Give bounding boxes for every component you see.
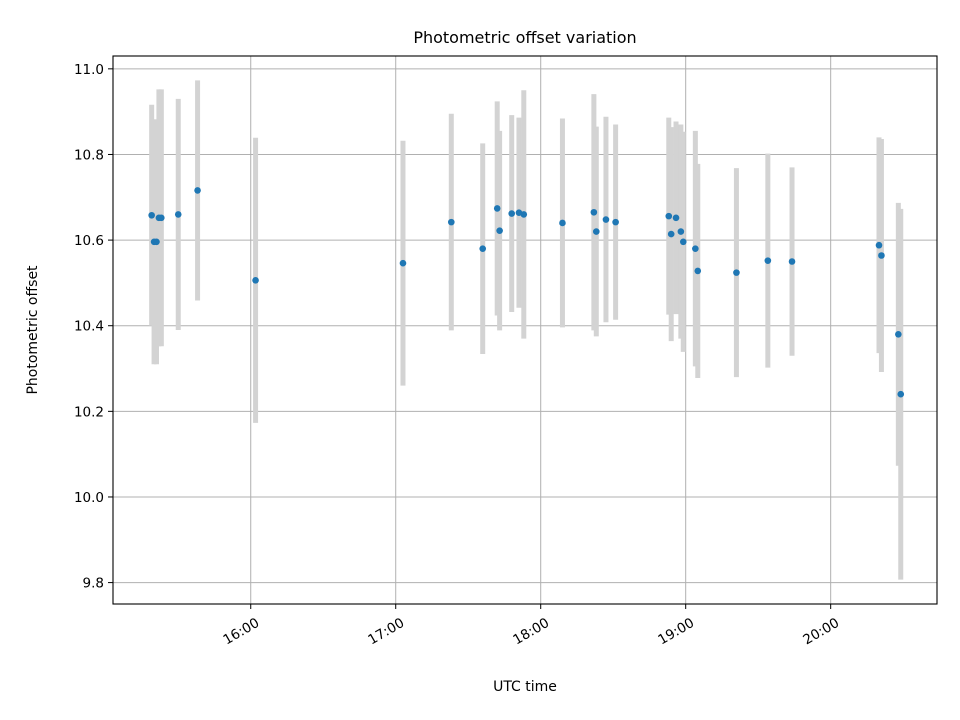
data-point bbox=[895, 330, 902, 338]
data-point bbox=[508, 210, 516, 217]
data-point bbox=[252, 277, 259, 284]
data-point bbox=[496, 227, 503, 234]
y-tick-label: 11.0 bbox=[74, 62, 104, 78]
data-point bbox=[694, 267, 702, 275]
data-point bbox=[677, 228, 685, 235]
y-tick-label: 10.8 bbox=[74, 147, 104, 163]
data-point bbox=[174, 211, 182, 218]
y-tick-label: 10.2 bbox=[74, 404, 104, 420]
data-point bbox=[153, 238, 160, 246]
data-point bbox=[194, 187, 201, 194]
x-axis-label: UTC time bbox=[493, 679, 557, 695]
data-point bbox=[733, 269, 740, 276]
data-point bbox=[602, 216, 610, 223]
y-tick-label: 9.8 bbox=[83, 576, 104, 592]
data-point bbox=[158, 214, 165, 222]
data-point bbox=[148, 211, 155, 219]
data-point bbox=[399, 259, 407, 267]
y-axis-label: Photometric offset bbox=[25, 265, 41, 395]
data-point bbox=[559, 219, 566, 227]
data-point bbox=[479, 245, 487, 252]
data-point bbox=[612, 218, 619, 226]
data-point bbox=[679, 238, 687, 246]
data-point bbox=[692, 245, 699, 252]
data-point bbox=[875, 241, 883, 249]
data-point bbox=[897, 390, 905, 398]
data-point bbox=[592, 228, 600, 235]
data-points bbox=[148, 187, 905, 398]
data-point bbox=[667, 230, 675, 238]
data-point bbox=[878, 252, 885, 259]
y-tick-label: 10.6 bbox=[74, 233, 104, 249]
data-point bbox=[764, 257, 772, 264]
y-tick-label: 10.0 bbox=[74, 490, 104, 506]
data-point bbox=[665, 212, 673, 220]
data-point bbox=[493, 205, 501, 212]
chart-title: Photometric offset variation bbox=[413, 28, 636, 47]
data-point bbox=[788, 258, 796, 265]
data-point bbox=[672, 214, 680, 222]
plot-frame bbox=[112, 55, 938, 605]
y-tick-label: 10.4 bbox=[74, 319, 104, 335]
data-point bbox=[590, 208, 598, 216]
y-axis: 9.8 10.0 10.2 10.4 10.6 10.8 11.0 bbox=[74, 62, 113, 592]
data-point bbox=[447, 218, 455, 226]
data-point bbox=[520, 211, 528, 218]
